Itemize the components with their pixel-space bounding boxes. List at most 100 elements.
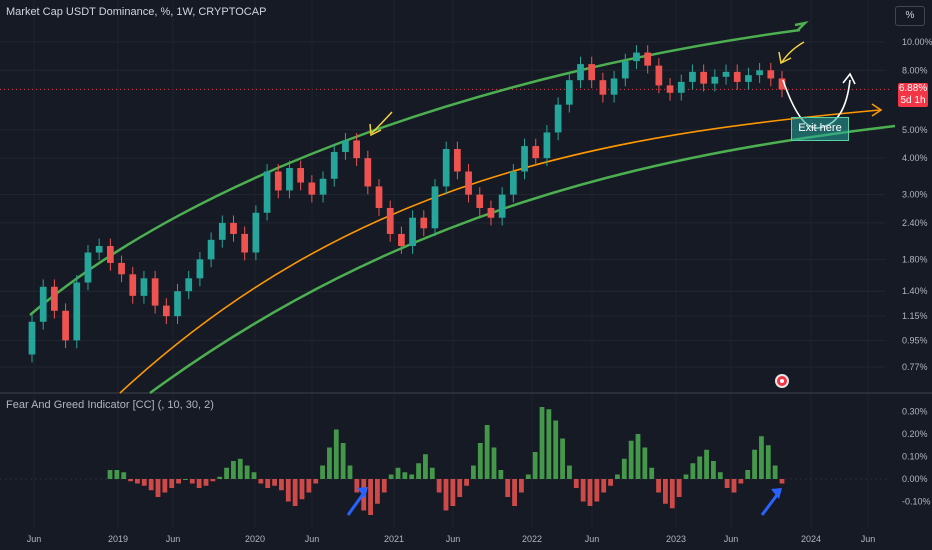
histogram-bar: [498, 470, 504, 479]
histogram-bar: [635, 434, 641, 479]
us-flag-event-icon[interactable]: [775, 374, 789, 388]
candle-body: [465, 171, 472, 195]
percent-unit-button[interactable]: %: [895, 6, 925, 26]
candle-body: [409, 217, 416, 247]
candle-body: [689, 71, 696, 82]
candle-body: [241, 233, 249, 253]
histogram-bar: [313, 479, 319, 484]
candle-body: [28, 321, 36, 355]
candle-body: [666, 85, 674, 93]
histogram-bar: [183, 479, 188, 480]
histogram-bar: [210, 479, 216, 482]
candle-body: [263, 171, 271, 213]
candle-body: [498, 194, 506, 218]
histogram-bar: [765, 445, 771, 479]
price-axis[interactable]: 10.00% 8.00% 5.00% 4.00% 3.00% 2.40% 1.80% 1.40…: [902, 37, 932, 372]
histogram-bar: [279, 479, 284, 491]
candle-body: [207, 239, 215, 260]
histogram-bar: [512, 479, 517, 506]
candle-body: [218, 222, 226, 240]
histogram-bar: [669, 479, 675, 509]
yellow-arrow-2021: [371, 111, 393, 134]
price-tick-label: 0.95%: [902, 335, 928, 345]
candle-body: [655, 65, 663, 86]
time-tick-label: 2023: [666, 534, 686, 544]
candle-body: [521, 146, 528, 172]
histogram-bar: [553, 420, 559, 479]
candle-body: [274, 171, 282, 191]
histogram-bar: [368, 479, 373, 515]
histogram-bar: [601, 479, 607, 493]
exit-here-label: Exit here: [791, 117, 849, 141]
histogram-bar: [711, 461, 716, 479]
bar-countdown: 5d 1h: [900, 95, 926, 106]
candle-body: [778, 78, 786, 90]
candle-body: [700, 71, 707, 84]
candle-body: [73, 282, 81, 341]
candle-body: [677, 81, 685, 93]
histogram-bar: [464, 479, 469, 486]
candle-body: [151, 278, 159, 306]
time-tick-label: 2022: [522, 534, 542, 544]
time-tick-label: 2020: [245, 534, 265, 544]
yellow-arrowhead-2023: [778, 51, 792, 65]
candle-body: [51, 286, 58, 311]
histogram-bar: [347, 465, 353, 479]
candle-body: [644, 52, 652, 66]
fear-greed-histogram: [107, 407, 785, 515]
histogram-bar: [354, 479, 360, 493]
indicator-tick-label: 0.00%: [902, 474, 928, 484]
histogram-bar: [532, 452, 538, 479]
candle-body: [599, 80, 607, 95]
trend-channels: [29, 20, 896, 395]
candle-body: [308, 182, 316, 195]
histogram-bar: [292, 479, 298, 506]
candle-body: [162, 305, 170, 317]
histogram-bar: [107, 470, 113, 479]
histogram-bar: [683, 474, 689, 479]
histogram-bar: [320, 465, 325, 479]
price-tick-label: 3.00%: [902, 190, 928, 200]
grid: [0, 41, 932, 480]
candle-body: [610, 78, 618, 95]
histogram-bar: [121, 472, 127, 479]
candle-body: [756, 70, 763, 76]
histogram-bar: [217, 476, 223, 479]
histogram-bar: [663, 479, 668, 504]
candle-body: [476, 194, 484, 208]
histogram-bar: [203, 479, 209, 486]
indicator-axis[interactable]: 0.30% 0.20% 0.10% 0.00% -0.10%: [902, 407, 931, 507]
histogram-bar: [539, 407, 545, 479]
candle-body: [107, 246, 114, 263]
candle-body: [621, 61, 629, 79]
candle-body: [185, 278, 193, 292]
histogram-bar: [519, 479, 524, 493]
histogram-bar: [340, 443, 346, 479]
histogram-bar: [272, 479, 277, 486]
histogram-bar: [649, 467, 655, 479]
price-tick-label: 1.40%: [902, 286, 928, 296]
histogram-bar: [251, 472, 257, 479]
histogram-bar: [587, 479, 593, 506]
histogram-bar: [429, 467, 435, 479]
indicator-tick-label: -0.10%: [902, 497, 931, 507]
histogram-bar: [656, 479, 661, 493]
indicator-title: Fear And Greed Indicator [CC] (, 10, 30,…: [6, 399, 214, 411]
candle-body: [431, 186, 439, 229]
histogram-bar: [423, 454, 428, 479]
candle-body: [767, 70, 775, 79]
last-price-tag: 6.88% 5d 1h: [898, 83, 928, 107]
histogram-bar: [395, 467, 401, 479]
time-tick-label: Jun: [446, 534, 461, 544]
histogram-bar: [779, 479, 785, 484]
time-axis[interactable]: Jun 2019 Jun 2020 Jun 2021 Jun 2022 Jun 2023 Jun 20…: [27, 534, 876, 544]
candle-body: [375, 186, 383, 208]
candle-body: [353, 140, 360, 159]
histogram-bar: [285, 479, 291, 502]
mid-channel-line: [119, 109, 881, 394]
price-tick-label: 8.00%: [902, 65, 928, 75]
time-tick-label: Jun: [27, 534, 42, 544]
histogram-bar: [697, 456, 703, 479]
indicator-tick-label: 0.30%: [902, 407, 928, 417]
